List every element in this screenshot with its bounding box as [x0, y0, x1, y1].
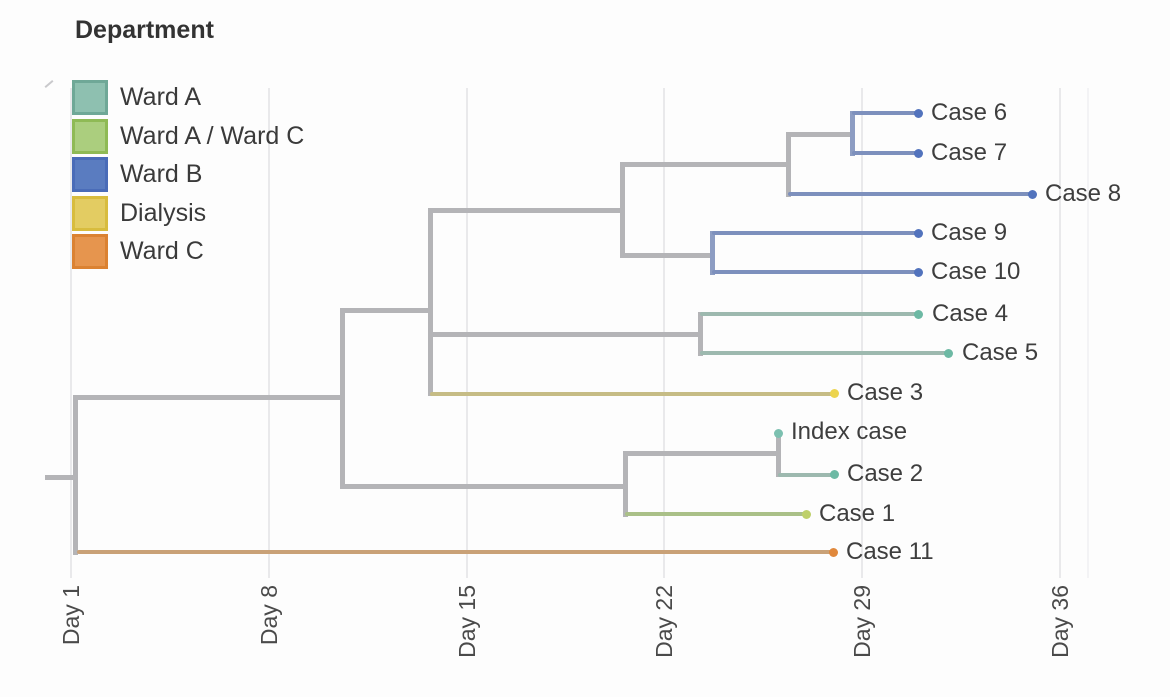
legend-label-ward-a-ward-c: Ward A / Ward C: [120, 121, 305, 150]
branch-case4-5-vertical: [697, 311, 703, 356]
legend-label-ward-b: Ward B: [120, 160, 203, 188]
tip-label-case-9: Case 9: [931, 219, 1008, 246]
tip-label-case-1: Case 1: [819, 500, 896, 527]
tip-label-index-case: Index case: [791, 418, 908, 445]
tip-label-case-11: Case 11: [846, 538, 934, 565]
tip-label-case-6: Case 6: [931, 99, 1008, 126]
tip-dot-case-8: [1027, 189, 1037, 199]
legend-swatch-ward-c: [72, 234, 108, 269]
branch-to-node-b: [339, 307, 432, 313]
branch-case-11: [77, 550, 833, 554]
branch-root-vertical: [72, 394, 78, 555]
gridline-day-29: [861, 88, 863, 578]
branch-case-10: [712, 270, 918, 274]
tip-dot-case-10: [913, 267, 923, 277]
branch-node-f-vertical: [785, 131, 791, 197]
branch-node-c-vertical: [622, 450, 628, 517]
branch-node-a-vertical: [339, 307, 345, 489]
gridline-day-36: [1058, 88, 1061, 578]
tip-dot-case-2: [829, 470, 839, 479]
branch-node-b-vertical: [427, 207, 433, 396]
tip-dot-case-3: [829, 389, 839, 398]
tip-dot-case-7: [913, 148, 923, 158]
branch-case-2: [778, 472, 834, 477]
tip-label-case-8: Case 8: [1045, 180, 1122, 207]
branch-to-node-a: [72, 394, 344, 400]
branch-case-8: [788, 192, 1032, 196]
branch-case-5: [700, 351, 948, 355]
tip-label-case-7: Case 7: [931, 139, 1008, 166]
legend-swatch-ward-a: [72, 80, 108, 115]
branch-case-9: [712, 231, 918, 235]
branch-to-case4-5-node: [427, 331, 702, 337]
tip-dot-case-9: [913, 228, 923, 238]
gridline-day-8: [268, 88, 270, 578]
tip-label-case-4: Case 4: [932, 300, 1009, 327]
tip-label-case-10: Case 10: [931, 258, 1021, 285]
legend-title: Department: [75, 16, 214, 44]
legend-label-ward-c: Ward C: [120, 237, 204, 265]
branch-case-3: [430, 391, 834, 396]
legend-swatch-ward-a-ward-c: [72, 118, 108, 154]
branch-case6-7-vertical: [849, 110, 855, 156]
branch-to-case6-7-node: [785, 131, 854, 137]
legend-swatch-dialysis: [72, 195, 108, 231]
tip-dot-case-4: [913, 309, 923, 319]
branch-case-7: [852, 151, 918, 155]
branch-index-case2-vertical: [775, 430, 781, 477]
legend-label-ward-a: Ward A: [120, 83, 202, 111]
gridline-day-1: [70, 88, 72, 578]
tip-dot-case-6: [913, 108, 923, 118]
legend-swatch-ward-b: [72, 157, 108, 192]
tip-label-case-2: Case 2: [847, 460, 924, 487]
tip-label-case-5: Case 5: [962, 339, 1039, 366]
tip-dot-case-11: [828, 547, 838, 557]
branch-to-node-d: [427, 207, 624, 213]
gridline-right-edge: [1087, 88, 1089, 578]
axis-corner-tick: [44, 80, 54, 88]
tip-dot-case-1: [801, 509, 811, 519]
branch-node-d-vertical: [619, 162, 625, 258]
branch-to-index-node: [622, 450, 780, 456]
tip-label-case-3: Case 3: [847, 379, 924, 406]
branch-to-node-c: [339, 483, 627, 489]
legend-label-dialysis: Dialysis: [120, 198, 207, 227]
branch-case-6: [852, 111, 918, 115]
branch-case9-10-vertical: [709, 230, 715, 275]
branch-case-4: [700, 312, 918, 316]
tip-dot-case-5: [943, 348, 953, 358]
tip-dot-index-case: [773, 428, 783, 438]
branch-to-node-f: [619, 162, 790, 167]
branch-root-stub: [45, 474, 77, 480]
branch-to-case9-10-node: [619, 252, 714, 258]
branch-case-1: [625, 512, 806, 516]
